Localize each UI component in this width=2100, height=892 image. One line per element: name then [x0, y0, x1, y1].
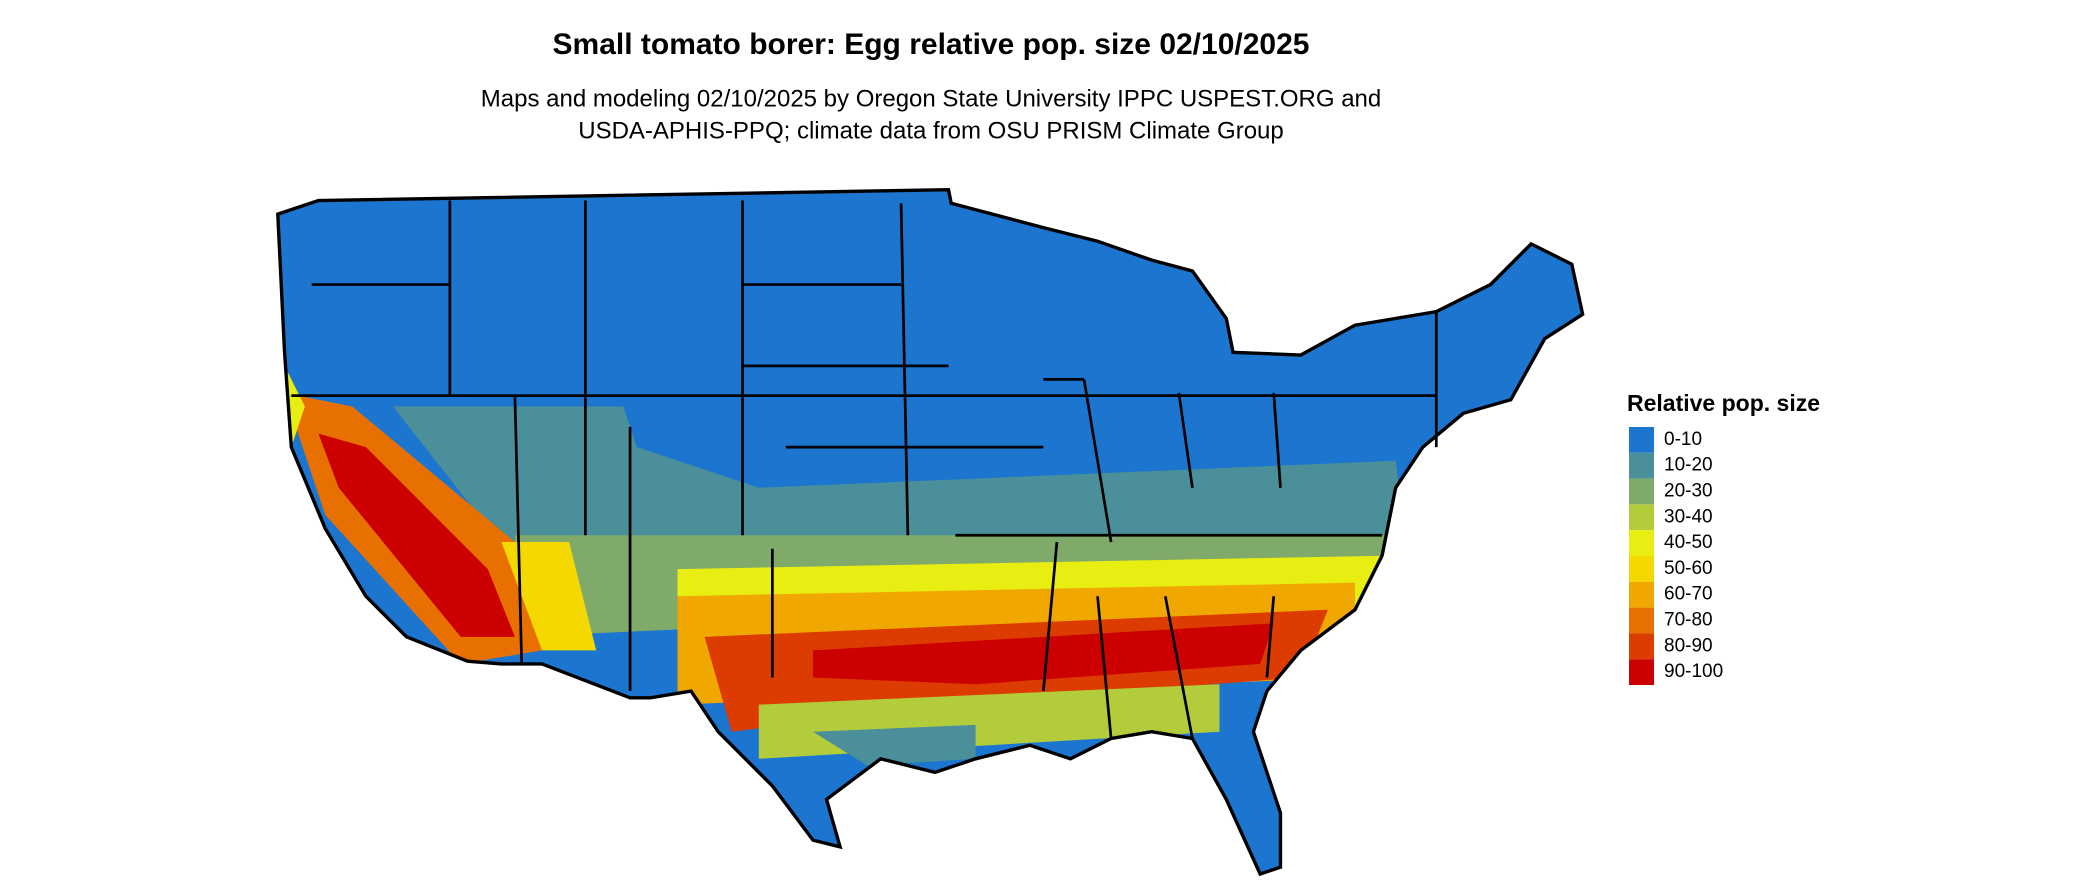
legend-title: Relative pop. size — [1627, 390, 1820, 416]
legend-swatch — [1629, 581, 1654, 608]
legend-swatch — [1629, 504, 1654, 531]
legend-swatch — [1629, 659, 1654, 685]
legend-swatch — [1629, 452, 1654, 479]
legend: 0-10 10-20 20-30 30-40 40-50 50-60 60-70 70-80 8… — [1629, 427, 1723, 685]
legend-label: 40-50 — [1664, 532, 1713, 553]
legend-swatch — [1629, 530, 1654, 556]
legend-label: 90-100 — [1664, 661, 1723, 682]
legend-label: 10-20 — [1664, 455, 1713, 476]
legend-label: 30-40 — [1664, 506, 1713, 527]
map-subtitle: Maps and modeling 02/10/2025 by Oregon S… — [481, 85, 1381, 112]
legend-swatch — [1629, 556, 1654, 582]
legend-label: 60-70 — [1664, 584, 1713, 605]
legend-label: 70-80 — [1664, 610, 1713, 631]
legend-swatch — [1629, 607, 1654, 634]
legend-swatch — [1629, 427, 1654, 453]
us-map — [276, 188, 1585, 876]
legend-label: 80-90 — [1664, 635, 1713, 656]
map-subtitle: USDA-APHIS-PPQ; climate data from OSU PR… — [578, 117, 1284, 144]
legend-swatch — [1629, 478, 1654, 505]
legend-label: 50-60 — [1664, 558, 1713, 579]
legend-label: 20-30 — [1664, 481, 1713, 502]
legend-label: 0-10 — [1664, 429, 1702, 450]
map-title: Small tomato borer: Egg relative pop. si… — [553, 28, 1310, 61]
legend-swatch — [1629, 633, 1654, 660]
